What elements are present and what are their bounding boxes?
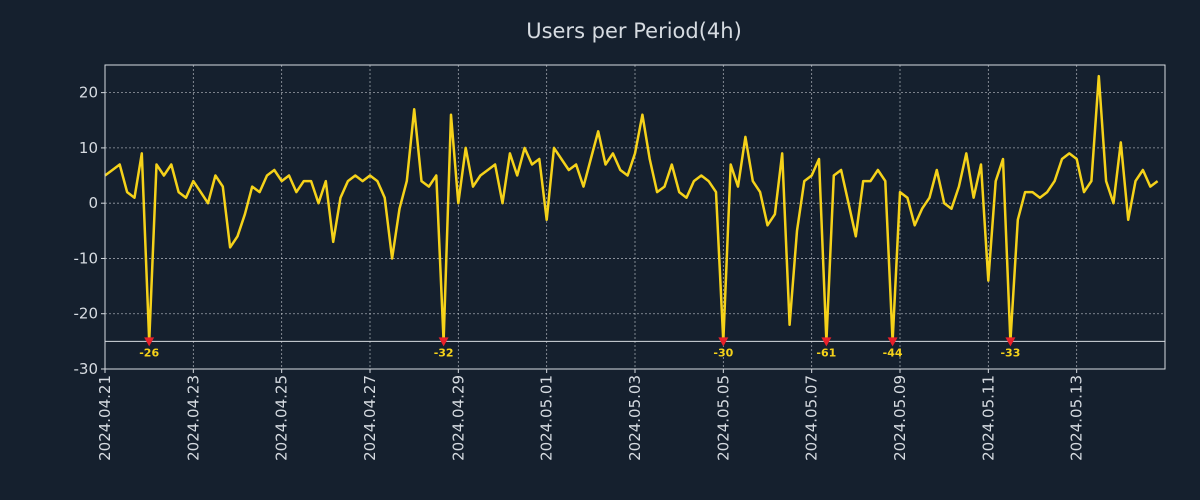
y-axis-ticks: -30 -20 -10 0 10 20 <box>74 84 105 378</box>
y-tick-label: 20 <box>79 84 98 102</box>
outlier-label: -30 <box>713 346 733 359</box>
series-line-users <box>104 74 1159 343</box>
outlier-marker <box>718 337 729 347</box>
outlier-label: -26 <box>139 346 159 359</box>
x-tick-label: 2024.05.01 <box>538 375 556 461</box>
x-axis-ticks: 2024.04.21 2024.04.23 2024.04.25 2024.04.27… <box>96 369 1086 461</box>
x-tick-label: 2024.05.09 <box>891 375 909 461</box>
outlier-marker <box>1005 337 1016 347</box>
outlier-marker <box>821 337 832 347</box>
x-tick-label: 2024.05.05 <box>714 375 732 461</box>
chart-title: Users per Period(4h) <box>526 19 742 43</box>
x-tick-label: 2024.05.03 <box>626 375 644 461</box>
outlier-marker <box>887 337 898 347</box>
outlier-annotations: -26 -32 -30 -61 -44 -33 <box>139 337 1020 359</box>
outlier-label: -61 <box>816 346 836 359</box>
x-tick-label: 2024.04.21 <box>96 375 114 461</box>
outlier-marker <box>438 337 449 347</box>
y-tick-label: -30 <box>74 360 99 378</box>
x-tick-label: 2024.04.25 <box>273 375 291 461</box>
x-tick-label: 2024.04.23 <box>184 375 202 461</box>
y-tick-label: 0 <box>88 194 98 212</box>
x-tick-label: 2024.05.11 <box>979 375 997 461</box>
outlier-marker <box>144 337 155 347</box>
x-tick-label: 2024.04.29 <box>449 375 467 461</box>
y-tick-label: -10 <box>74 249 99 267</box>
x-tick-label: 2024.04.27 <box>361 375 379 461</box>
outlier-label: -44 <box>883 346 903 359</box>
y-tick-label: 10 <box>79 139 98 157</box>
x-tick-label: 2024.05.07 <box>803 375 821 461</box>
x-tick-label: 2024.05.13 <box>1068 375 1086 461</box>
outlier-label: -32 <box>434 346 454 359</box>
outlier-label: -33 <box>1000 346 1020 359</box>
plot-frame <box>104 64 1166 370</box>
y-tick-label: -20 <box>74 305 99 323</box>
